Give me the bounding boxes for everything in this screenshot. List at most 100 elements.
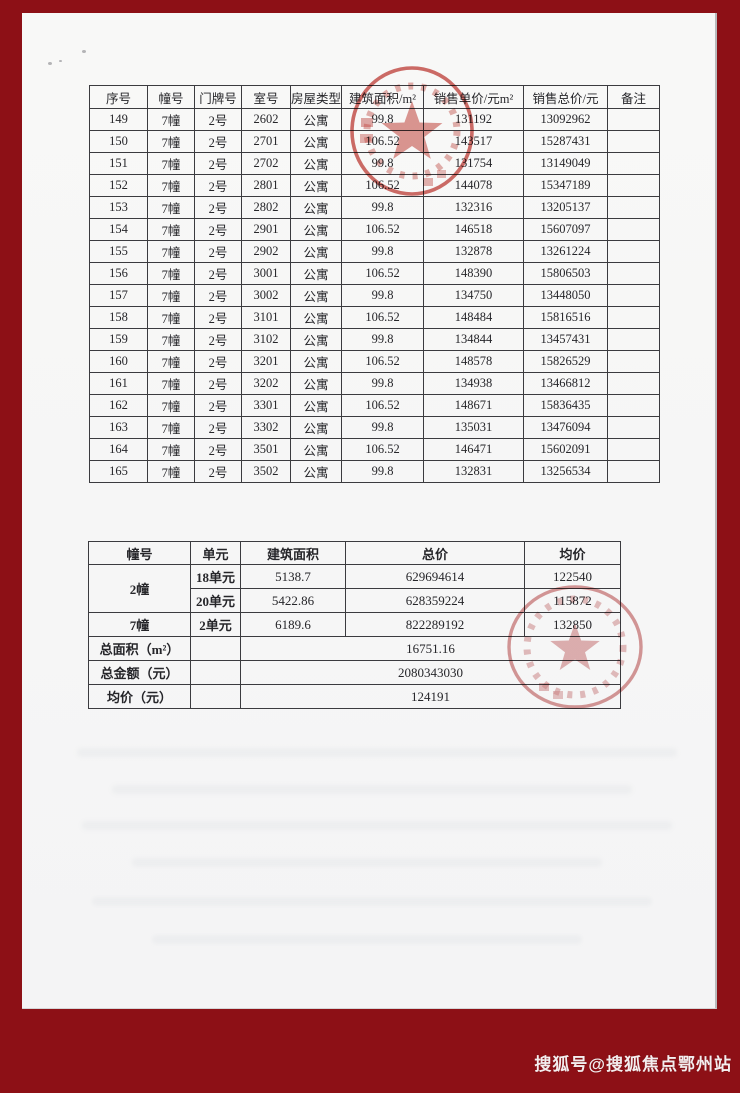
- empty-cell: [190, 684, 241, 709]
- table-row: 幢号 单元 建筑面积 总价 均价: [88, 541, 621, 565]
- cell: [607, 130, 660, 153]
- price-table-body: 149 7幢 2号 2602 公寓 99.8 131192 13092962 150 7幢 2号 27…: [89, 108, 660, 483]
- cell: 131754: [423, 152, 524, 175]
- header-cell: 门牌号: [194, 85, 242, 109]
- cell: 2号: [194, 130, 242, 153]
- table-row: 161 7幢 2号 3202 公寓 99.8 134938 13466812: [89, 372, 660, 395]
- cell: [607, 262, 660, 285]
- cell: 2号: [194, 328, 242, 351]
- cell: 15806503: [523, 262, 608, 285]
- cell: 2号: [194, 152, 242, 175]
- cell: 公寓: [290, 196, 342, 219]
- cell: 148671: [423, 394, 524, 417]
- bleed-through-smudge: [92, 897, 652, 906]
- cell: 131192: [423, 108, 524, 131]
- cell: [607, 196, 660, 219]
- cell: 150: [89, 130, 148, 153]
- table-row: 总面积（m²） 16751.16: [88, 636, 621, 661]
- cell: 149: [89, 108, 148, 131]
- header-cell: 销售单价/元m²: [423, 85, 524, 109]
- table-row: 总金额（元） 2080343030: [88, 660, 621, 685]
- cell: 99.8: [341, 196, 424, 219]
- cell: 163: [89, 416, 148, 439]
- cell: 7幢: [147, 350, 195, 373]
- summary-table-body: 2幢 18单元 5138.7 629694614 122540 20单元 5422.86 62…: [88, 564, 621, 709]
- cell: 2801: [241, 174, 291, 197]
- cell: 3201: [241, 350, 291, 373]
- cell: 106.52: [341, 306, 424, 329]
- header-cell: 总价: [345, 541, 525, 565]
- table-row: 162 7幢 2号 3301 公寓 106.52 148671 15836435: [89, 394, 660, 417]
- table-row: 164 7幢 2号 3501 公寓 106.52 146471 15602091: [89, 438, 660, 461]
- unit-price-table: 序号 幢号 门牌号 室号 房屋类型 建筑面积/m² 销售单价/元m² 销售总价/元 备注 149…: [89, 85, 660, 483]
- cell: 2号: [194, 174, 242, 197]
- cell: 2号: [194, 416, 242, 439]
- cell: 7幢: [147, 438, 195, 461]
- building-cell: 7幢: [88, 612, 191, 637]
- summary-table-header: 幢号 单元 建筑面积 总价 均价: [88, 541, 621, 565]
- table-row: 163 7幢 2号 3302 公寓 99.8 135031 13476094: [89, 416, 660, 439]
- cell: 公寓: [290, 416, 342, 439]
- table-row: 159 7幢 2号 3102 公寓 99.8 134844 13457431: [89, 328, 660, 351]
- bleed-through-smudge: [132, 858, 602, 867]
- cell: 148484: [423, 306, 524, 329]
- cell: 152: [89, 174, 148, 197]
- cell: 2号: [194, 218, 242, 241]
- cell: 公寓: [290, 262, 342, 285]
- cell: 106.52: [341, 130, 424, 153]
- summary-label-cell: 总面积（m²）: [88, 636, 191, 661]
- cell: 13149049: [523, 152, 608, 175]
- table-row: 165 7幢 2号 3502 公寓 99.8 132831 13256534: [89, 460, 660, 483]
- cell: 156: [89, 262, 148, 285]
- header-cell: 室号: [241, 85, 291, 109]
- cell: 7幢: [147, 284, 195, 307]
- cell: 7幢: [147, 460, 195, 483]
- cell: 7幢: [147, 328, 195, 351]
- cell: 2902: [241, 240, 291, 263]
- cell: 106.52: [341, 394, 424, 417]
- cell: [607, 438, 660, 461]
- cell: 99.8: [341, 108, 424, 131]
- cell: 154: [89, 218, 148, 241]
- cell: [607, 240, 660, 263]
- cell: 165: [89, 460, 148, 483]
- cell: 99.8: [341, 152, 424, 175]
- table-row: 151 7幢 2号 2702 公寓 99.8 131754 13149049: [89, 152, 660, 175]
- cell: 3102: [241, 328, 291, 351]
- cell: 132831: [423, 460, 524, 483]
- cell: 106.52: [341, 218, 424, 241]
- cell: 106.52: [341, 438, 424, 461]
- cell: [607, 328, 660, 351]
- cell: [607, 174, 660, 197]
- cell: [607, 108, 660, 131]
- cell: 3002: [241, 284, 291, 307]
- cell: 2号: [194, 460, 242, 483]
- table-row: 7幢 2单元 6189.6 822289192 132850: [88, 612, 621, 637]
- cell: 13205137: [523, 196, 608, 219]
- header-cell: 单元: [190, 541, 241, 565]
- cell: 2号: [194, 262, 242, 285]
- table-row: 150 7幢 2号 2701 公寓 106.52 143517 15287431: [89, 130, 660, 153]
- area-cell: 5138.7: [240, 564, 346, 589]
- cell: 3101: [241, 306, 291, 329]
- header-cell: 销售总价/元: [523, 85, 608, 109]
- unit-cell: 18单元: [190, 564, 241, 589]
- cell: 7幢: [147, 262, 195, 285]
- cell: 164: [89, 438, 148, 461]
- unit-cell: 20单元: [190, 588, 241, 613]
- summary-value-cell: 124191: [240, 684, 621, 709]
- empty-cell: [190, 660, 241, 685]
- cell: 15836435: [523, 394, 608, 417]
- empty-cell: [190, 636, 241, 661]
- cell: 2号: [194, 394, 242, 417]
- cell: 148578: [423, 350, 524, 373]
- header-cell: 房屋类型: [290, 85, 342, 109]
- summary-value-cell: 2080343030: [240, 660, 621, 685]
- cell: 7幢: [147, 372, 195, 395]
- cell: 13256534: [523, 460, 608, 483]
- summary-label-cell: 总金额（元）: [88, 660, 191, 685]
- cell: 7幢: [147, 416, 195, 439]
- scan-speck: [82, 50, 86, 53]
- cell: 公寓: [290, 152, 342, 175]
- total-cell: 822289192: [345, 612, 525, 637]
